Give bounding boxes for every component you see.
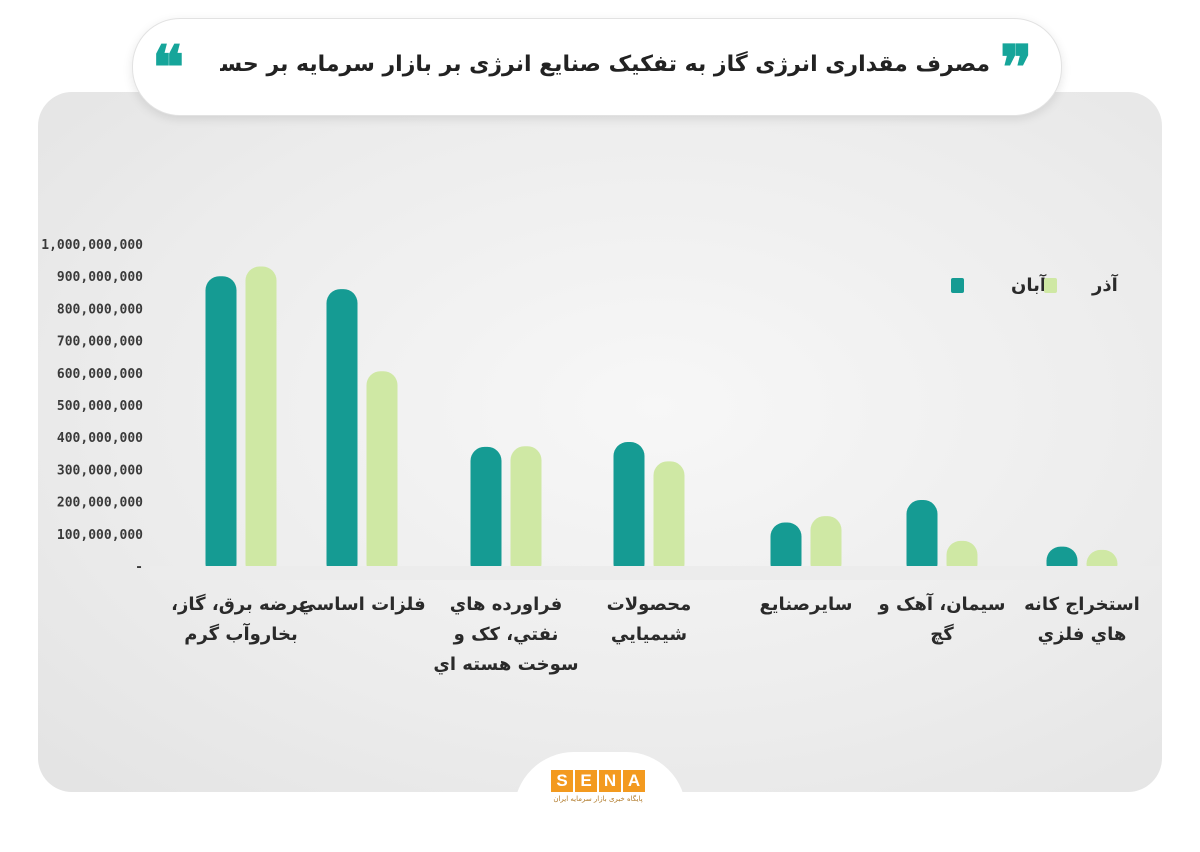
bar-azar xyxy=(245,266,277,578)
logo-letter: N xyxy=(599,770,621,792)
category-label: فراورده هاي نفتي، کک و سوخت هسته اي xyxy=(433,594,578,675)
category-label: سايرصنايع xyxy=(760,594,853,615)
y-tick-label: 900,000,000 xyxy=(57,270,143,285)
baseline-mask xyxy=(150,566,1160,580)
y-tick-label: 700,000,000 xyxy=(57,335,143,350)
category-label-line: سايرصنايع xyxy=(760,594,853,615)
category-label: استخراج کانه هاي فلزي xyxy=(1024,594,1140,645)
y-tick-label: 300,000,000 xyxy=(57,463,143,478)
bar-aban xyxy=(326,289,358,578)
bar-aban xyxy=(613,442,645,578)
category-label-line: بخاروآب گرم xyxy=(184,622,297,645)
y-tick-label: 500,000,000 xyxy=(57,399,143,414)
category-label-line: سوخت هسته اي xyxy=(433,654,578,675)
bar-aban xyxy=(906,499,938,578)
logo-tagline: پایگاه خبری بازار سرمایه ایران xyxy=(553,795,643,803)
logo-letter: A xyxy=(623,770,645,792)
y-tick-label: 200,000,000 xyxy=(57,496,143,511)
quote-close-icon: ❞ xyxy=(1000,33,1033,103)
category-label-line: سيمان، آهک و xyxy=(878,592,1006,615)
bar-azar xyxy=(810,516,842,578)
y-tick-label: - xyxy=(135,560,143,575)
category-label-line: فراورده هاي xyxy=(450,594,563,615)
category-label-line: نفتي، کک و xyxy=(453,624,559,645)
legend-swatch xyxy=(1044,278,1057,293)
quote-open-icon: ❝ xyxy=(152,33,185,103)
y-tick-label: 800,000,000 xyxy=(57,302,143,317)
logo-letter: E xyxy=(575,770,597,792)
category-label-line: استخراج کانه xyxy=(1024,594,1140,615)
bar-chart: 1,000,000,000 900,000,000 800,000,000 700,0… xyxy=(41,238,1160,675)
y-tick-label: 400,000,000 xyxy=(57,431,143,446)
y-tick-label: 600,000,000 xyxy=(57,367,143,382)
category-label-line: گچ xyxy=(930,623,954,645)
category-label-line: محصولات xyxy=(607,594,692,615)
bar-aban xyxy=(770,522,802,578)
category-label-line: شيميايي xyxy=(611,624,687,645)
category-label-line: فلزات اساسي xyxy=(298,594,425,615)
bar-azar xyxy=(366,371,398,578)
category-label-line: عرضه برق، گاز، xyxy=(171,593,311,615)
chart-title: مصرف مقداری انرژی گاز به تفکیک صنایع انر… xyxy=(220,52,990,77)
y-tick-label: 100,000,000 xyxy=(57,528,143,543)
title-banner xyxy=(132,18,1062,116)
category-label: سيمان، آهک و گچ xyxy=(878,592,1006,645)
category-label-line: هاي فلزي xyxy=(1038,624,1127,645)
legend-label: آذر xyxy=(1091,273,1119,296)
bar-azar xyxy=(653,461,685,578)
category-label: عرضه برق، گاز، بخاروآب گرم xyxy=(171,593,311,645)
bar-aban xyxy=(205,276,237,578)
bar-azar xyxy=(510,446,542,578)
bar-aban xyxy=(470,446,502,578)
logo-letters: S E N A xyxy=(548,770,648,792)
category-label: محصولات شيميايي xyxy=(607,594,692,645)
logo-letter: S xyxy=(551,770,573,792)
category-label: فلزات اساسي xyxy=(298,594,425,615)
sena-logo: S E N A پایگاه خبری بازار سرمایه ایران xyxy=(548,770,648,814)
legend-swatch xyxy=(951,278,964,293)
y-tick-label: 1,000,000,000 xyxy=(41,238,143,253)
legend-label: آبان xyxy=(1011,273,1047,296)
